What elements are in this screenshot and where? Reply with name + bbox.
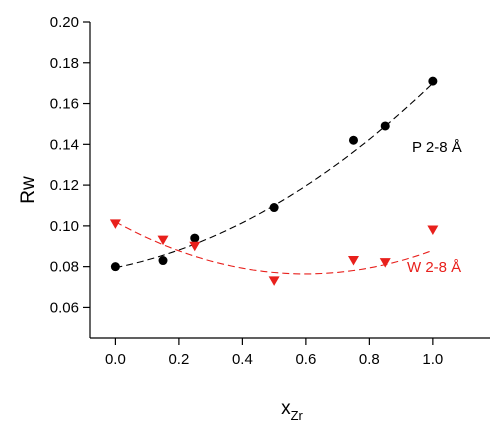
y-tick-label: 0.10 [50,218,79,235]
data-markers [109,76,439,286]
fit-lines [115,82,434,275]
data-point-circle [348,135,358,145]
y-tick-label: 0.20 [50,14,79,31]
y-tick-label: 0.08 [50,259,79,276]
x-tick-label: 0.0 [105,351,126,368]
series-label-w: W 2-8 Å [407,259,461,276]
x-axis-title-main: x [281,398,291,419]
data-point-triangle [157,235,169,246]
y-tick-label: 0.06 [50,299,79,316]
data-point-triangle [109,219,121,229]
x-tick-label: 1.0 [422,351,443,368]
x-axis-title-subscript: Zr [291,408,304,421]
series-label-p: P 2-8 Å [412,139,462,156]
x-tick-label: 0.6 [295,351,316,368]
series-labels: P 2-8 Å W 2-8 Å [407,139,462,276]
data-point-circle [380,121,390,131]
data-point-triangle [189,241,201,252]
data-point-circle [110,262,120,272]
y-axis-title: Rw [18,176,39,204]
y-tick-label: 0.14 [50,136,79,153]
data-point-circle [269,203,279,213]
y-ticks: 0.06 0.08 0.10 0.12 0.14 0.16 0.18 0.20 [50,14,90,316]
fit-line-series-1 [115,221,434,275]
x-axis-title: xZr [281,398,303,421]
data-point-triangle [268,276,280,286]
data-point-triangle [379,258,391,268]
axes [89,22,490,339]
x-tick-label: 0.4 [232,351,253,368]
data-point-circle [158,256,168,266]
data-point-circle [190,233,200,243]
y-tick-label: 0.16 [50,96,79,113]
x-tick-label: 0.2 [168,351,189,368]
y-tick-label: 0.18 [50,55,79,72]
data-point-triangle [347,256,359,266]
data-point-circle [428,76,438,86]
y-tick-label: 0.12 [50,177,79,194]
x-ticks: 0.0 0.2 0.4 0.6 0.8 1.0 [105,338,443,368]
data-point-triangle [427,225,439,235]
x-tick-label: 0.8 [359,351,380,368]
